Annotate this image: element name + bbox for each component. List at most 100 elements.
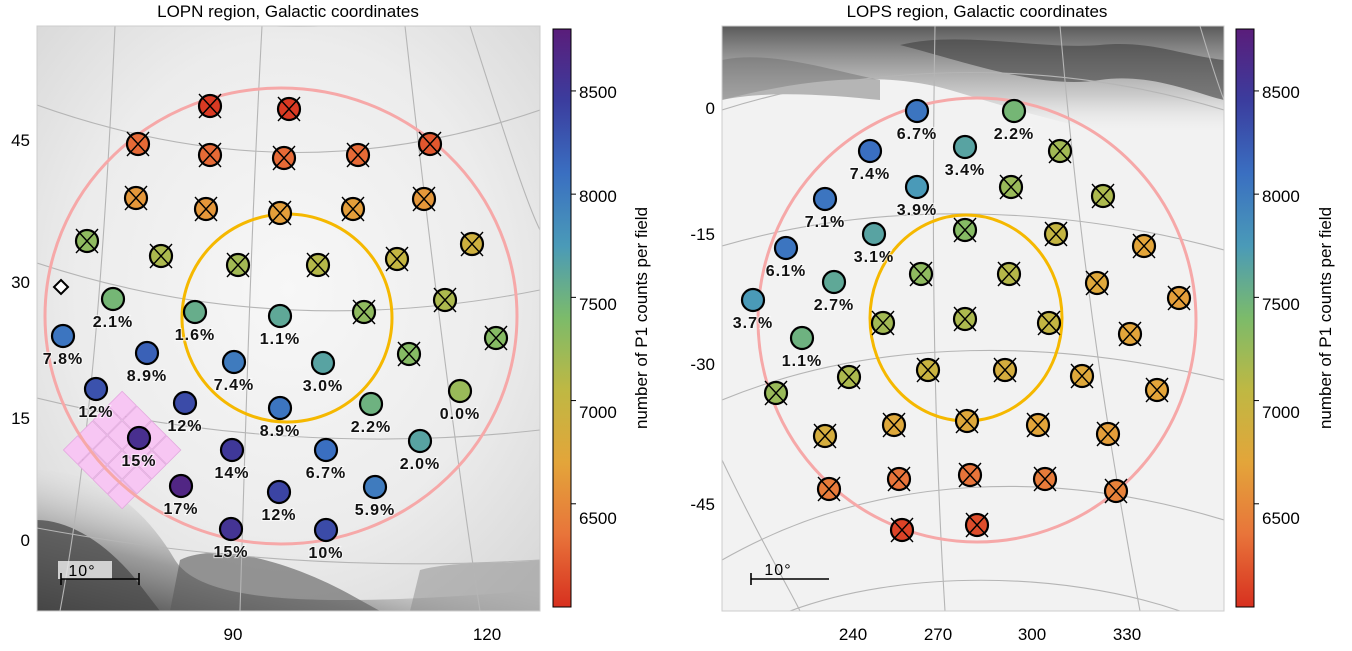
lopn-field-label: 1.6%	[175, 327, 215, 344]
lopn-field-marker	[182, 299, 208, 325]
lops-field-cross	[1085, 270, 1109, 296]
lopn-cbtick-7500: 7500	[579, 295, 617, 314]
lopn-title: LOPN region, Galactic coordinates	[157, 2, 419, 21]
lopn-field-label: 12%	[167, 418, 202, 435]
lops-field-marker	[821, 269, 847, 295]
lopn-field-cross	[198, 93, 222, 119]
lops-field-cross	[1033, 466, 1057, 492]
lops-field-cross	[953, 217, 977, 243]
lopn-field-cross	[484, 325, 508, 351]
lopn-field-cross	[277, 96, 301, 122]
lops-field-marker	[861, 221, 887, 247]
lopn-field-label: 6.7%	[306, 465, 346, 482]
lopn-field-marker	[266, 479, 292, 505]
lopn-field-cross	[75, 228, 99, 254]
lops-cbtick-7500: 7500	[1262, 295, 1300, 314]
lopn-frame	[36, 25, 541, 612]
lopn-panel: LOPN region, Galactic coordinates	[11, 2, 651, 644]
lops-field-cross	[958, 462, 982, 488]
lopn-cbtick-8000: 8000	[579, 187, 617, 206]
lops-field-cross	[1096, 421, 1120, 447]
lops-ytick-minus15: -15	[690, 225, 715, 244]
lopn-field-label: 10%	[308, 545, 343, 562]
lops-panel: LOPS region, Galactic coordinates 6.7% 2.…	[690, 2, 1335, 644]
lopn-field-label: 15%	[121, 453, 156, 470]
lopn-field-marker	[358, 391, 384, 417]
lopn-xtick-90: 90	[224, 625, 243, 644]
lopn-field-label: 14%	[214, 465, 249, 482]
lopn-field-marker	[313, 437, 339, 463]
lopn-field-label: 12%	[261, 507, 296, 524]
lops-field-label: 3.1%	[854, 249, 894, 266]
lopn-field-label: 15%	[213, 544, 248, 561]
lops-colorbar-label: number of P1 counts per field	[1316, 207, 1335, 429]
lops-field-label: 2.2%	[994, 126, 1034, 143]
lopn-field-cross	[306, 252, 330, 278]
lopn-field-cross	[346, 142, 370, 168]
lops-xtick-300: 300	[1018, 625, 1046, 644]
lopn-field-marker	[267, 303, 293, 329]
lopn-field-cross	[268, 200, 292, 226]
lopn-field-label: 7.8%	[43, 351, 83, 368]
lopn-cbtick-7000: 7000	[579, 403, 617, 422]
lops-field-marker	[789, 325, 815, 351]
lopn-field-marker	[310, 350, 336, 376]
lopn-ytick-45: 45	[11, 131, 30, 150]
lopn-field-marker	[100, 286, 126, 312]
lopn-scale-bar-label: 10°	[68, 563, 95, 580]
lopn-scale-bar: 10°	[58, 561, 140, 585]
lops-field-cross	[764, 380, 788, 406]
lops-field-cross	[837, 364, 861, 390]
lops-cbtick-6500: 6500	[1262, 509, 1300, 528]
lopn-field-label: 7.4%	[214, 377, 254, 394]
lopn-field-label: 1.1%	[260, 331, 300, 348]
lops-field-label: 3.4%	[945, 162, 985, 179]
lopn-field-marker	[134, 340, 160, 366]
lopn-ytick-0: 0	[21, 531, 30, 550]
lopn-ytick-15: 15	[11, 409, 30, 428]
lops-field-cross	[1104, 478, 1128, 504]
lopn-field-cross	[272, 145, 296, 171]
lopn-x-ticks: 90 120	[224, 625, 502, 644]
lopn-cbtick-8500: 8500	[579, 83, 617, 102]
lops-field-cross	[1145, 377, 1169, 403]
lopn-field-cross	[418, 131, 442, 157]
lops-field-marker	[904, 174, 930, 200]
lopn-field-label: 3.0%	[303, 378, 343, 395]
lopn-field-marker	[50, 323, 76, 349]
lops-field-cross	[1132, 233, 1156, 259]
lops-field-label: 3.7%	[733, 315, 773, 332]
lops-field-cross	[1167, 285, 1191, 311]
lopn-field-marker	[362, 474, 388, 500]
lops-field-cross	[1070, 363, 1094, 389]
lopn-field-cross	[124, 185, 148, 211]
lopn-field-label: 2.0%	[400, 456, 440, 473]
lops-field-marker	[812, 186, 838, 212]
lops-frame	[721, 25, 1225, 612]
lops-field-label: 2.7%	[814, 297, 854, 314]
lops-field-label: 3.9%	[897, 202, 937, 219]
lopn-field-cross	[397, 341, 421, 367]
lops-cbtick-7000: 7000	[1262, 403, 1300, 422]
lops-field-cross	[916, 357, 940, 383]
lops-field-cross	[1091, 183, 1115, 209]
lopn-field-cross	[126, 131, 150, 157]
lopn-field-marker	[126, 425, 152, 451]
lops-field-marker	[904, 98, 930, 124]
lops-field-label: 6.7%	[897, 126, 937, 143]
lopn-field-cross	[226, 252, 250, 278]
lopn-ytick-30: 30	[11, 273, 30, 292]
lops-colorbar: 8500 8000 7500 7000 6500 number of P1 co…	[1235, 28, 1335, 608]
lopn-field-marker	[407, 428, 433, 454]
lopn-field-cross	[385, 246, 409, 272]
lops-markers: 6.7% 2.2% 7.4% 3.4% 7.1% 3.9% 6.1% 3.1% 2.7% 3.7%…	[732, 98, 1192, 543]
lopn-field-label: 2.2%	[351, 419, 391, 436]
lopn-cbtick-6500: 6500	[579, 509, 617, 528]
lops-graticule	[722, 26, 1224, 611]
lopn-field-marker	[218, 516, 244, 542]
lops-field-cross	[999, 174, 1023, 200]
lops-field-cross	[965, 512, 989, 538]
lops-field-cross	[887, 466, 911, 492]
lopn-field-marker	[447, 378, 473, 404]
